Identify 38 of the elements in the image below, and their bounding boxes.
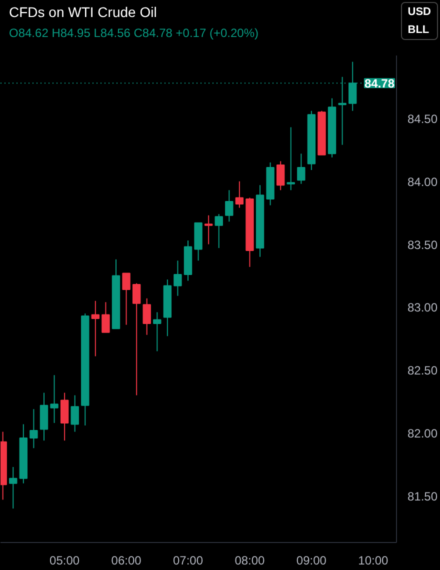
x-tick-label: 06:00 xyxy=(111,554,142,568)
x-tick-label: 10:00 xyxy=(358,554,389,568)
y-tick-label: 81.50 xyxy=(408,489,438,504)
text: USD xyxy=(406,5,432,20)
candlestick xyxy=(174,260,182,296)
candlestick xyxy=(204,214,213,245)
chart-title: CFDs on WTI Crude Oil xyxy=(9,4,157,20)
candlestick xyxy=(132,282,141,396)
candlestick xyxy=(70,394,79,432)
candlestick xyxy=(30,408,38,449)
candlestick xyxy=(91,300,100,357)
y-tick-label: 83.50 xyxy=(408,238,438,252)
candlestick xyxy=(122,272,130,326)
candlestick xyxy=(225,190,234,222)
y-tick-label: 84.50 xyxy=(408,112,438,126)
candlestick xyxy=(9,466,18,510)
candlestick xyxy=(50,374,58,424)
ref-line-label: 84.78 xyxy=(364,76,395,91)
y-tick-label: 82.00 xyxy=(408,426,438,441)
candlestick xyxy=(142,298,151,336)
x-tick-label: 08:00 xyxy=(234,554,266,568)
candlestick xyxy=(60,392,69,442)
x-tick-label: 05:00 xyxy=(50,554,80,568)
chart-subtitle: O84.62 H84.95 L84.56 C84.78 +0.17 (+0.20%) xyxy=(9,26,259,40)
candlestick xyxy=(214,214,223,249)
x-tick-label: 09:00 xyxy=(296,554,327,568)
candlestick xyxy=(40,392,48,442)
y-tick-label: 83.00 xyxy=(408,300,438,315)
y-tick-label: 84.00 xyxy=(408,174,438,189)
candlestick xyxy=(102,302,110,333)
x-tick-label: 07:00 xyxy=(172,554,204,568)
candlestick xyxy=(276,160,285,191)
candlestick xyxy=(153,312,162,352)
candlestick xyxy=(297,153,306,184)
y-tick-label: 82.50 xyxy=(408,364,438,378)
text: BLL xyxy=(406,23,430,38)
candlestick xyxy=(235,180,244,208)
candlestick xyxy=(286,126,295,191)
